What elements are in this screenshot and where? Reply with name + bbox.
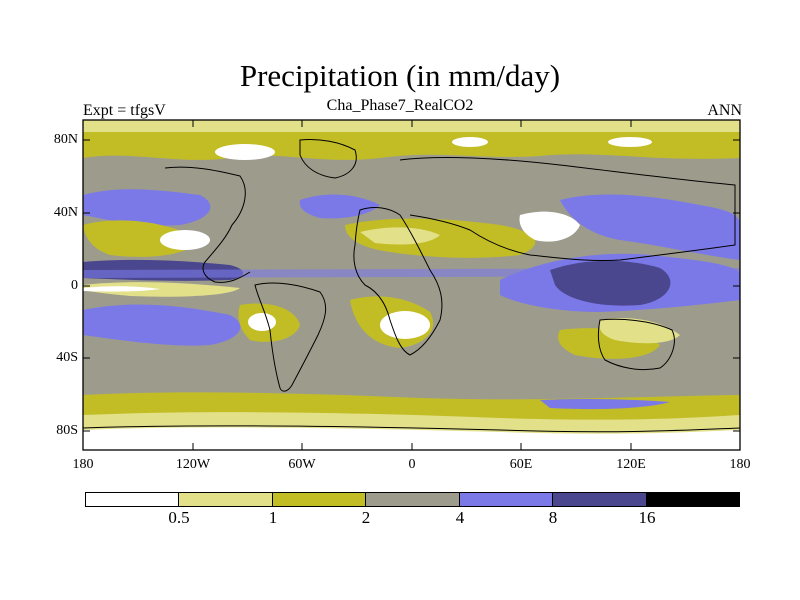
plot-title: Precipitation (in mm/day) (239, 58, 561, 93)
map-field (83, 120, 740, 450)
colorbar-swatch (179, 493, 273, 506)
x-tick-label: 120E (616, 457, 646, 472)
colorbar (85, 492, 740, 507)
colorbar-level-label: 4 (455, 508, 465, 527)
x-tick-label: 120W (175, 457, 211, 472)
x-tick-label: 60W (288, 457, 316, 472)
south-atlantic-dry (380, 311, 430, 339)
y-ticks (83, 139, 740, 432)
pacific-storm-track (83, 189, 211, 226)
colorbar-level-label: 1 (268, 508, 278, 527)
colorbar-swatch (459, 493, 554, 506)
colorbar-swatch (646, 493, 739, 506)
y-tick-label: 0 (71, 278, 78, 293)
colorbar-swatch (86, 493, 180, 506)
experiment-label: Expt = tfgsV (83, 102, 166, 119)
y-tick-label: 80S (56, 423, 78, 438)
y-tick-label: 80N (53, 132, 78, 147)
case-label: Cha_Phase7_RealCO2 (326, 97, 474, 114)
antarctic-white-band (83, 427, 740, 450)
y-tick-label: 40S (56, 350, 78, 365)
x-tick-label: 0 (408, 457, 416, 472)
colorbar-level-label: 8 (548, 508, 558, 527)
y-tick-label: 40N (53, 205, 78, 220)
x-tick-label: 60E (509, 457, 533, 472)
colorbar-swatch (272, 493, 367, 506)
colorbar-swatch (366, 493, 460, 506)
season-label: ANN (707, 102, 742, 119)
colorbar-swatch (553, 493, 647, 506)
coastlines (83, 139, 740, 433)
colorbar-level-label: 16 (638, 508, 656, 527)
x-ticks (82, 120, 741, 450)
x-tick-label: 180 (72, 457, 94, 472)
x-tick-label: 180 (729, 457, 751, 472)
colorbar-level-label: 0.5 (168, 508, 190, 527)
maritime-continent (550, 260, 671, 306)
colorbar-level-label: 2 (361, 508, 371, 527)
